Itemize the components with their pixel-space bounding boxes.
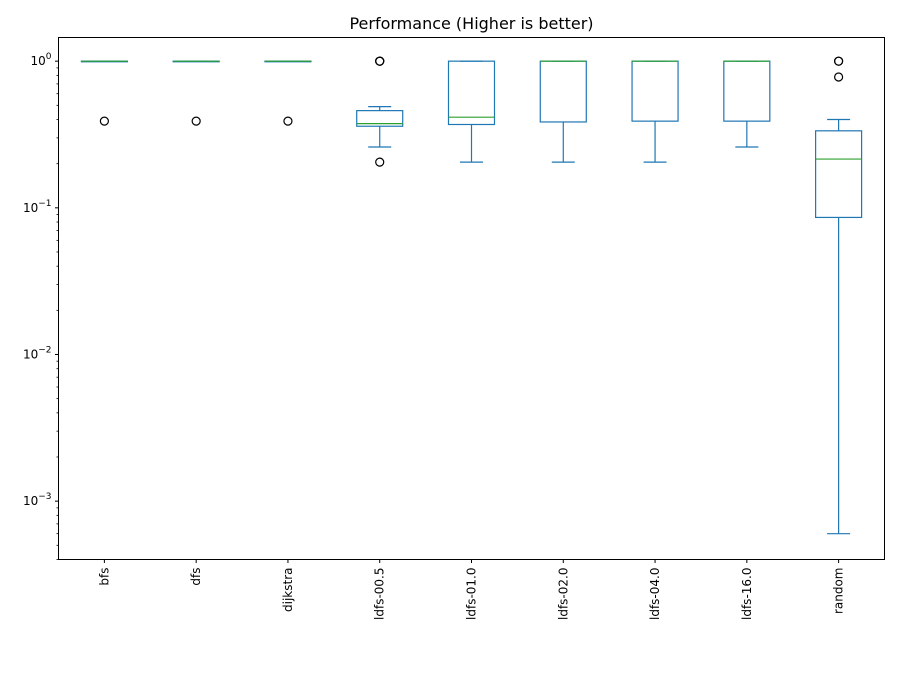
axes-frame	[58, 37, 885, 560]
box-iqr	[447, 60, 496, 126]
y-tick-label: 10−2	[23, 345, 52, 361]
x-tick-label: ldfs-00.5	[373, 568, 387, 620]
outlier-point	[191, 116, 201, 126]
y-tick-label: 10−1	[23, 199, 52, 215]
y-axis: 100 10−1 10−2 10−3	[23, 52, 59, 560]
y-tick-label: 100	[30, 52, 51, 68]
x-axis: bfs dfs dijkstra ldfs-00.5 ldfs-01.0 ldfs-02.…	[97, 559, 846, 620]
x-tick-label: ldfs-16.0	[740, 568, 754, 620]
x-tick-label: random	[832, 568, 846, 615]
outlier-point	[99, 116, 109, 126]
outlier-point	[375, 56, 385, 66]
box-dijkstra	[264, 60, 312, 126]
x-tick-label: bfs	[97, 568, 111, 586]
box-iqr	[723, 60, 771, 122]
box-bfs	[80, 60, 128, 126]
y-tick-label: 10−3	[23, 492, 52, 508]
x-tick-label: ldfs-02.0	[556, 568, 570, 620]
outlier-point	[283, 116, 293, 126]
box-ldfs-01.0	[447, 60, 496, 163]
box-iqr	[631, 60, 679, 122]
plot-area	[80, 56, 863, 535]
box-ldfs-16.0	[723, 60, 771, 148]
outlier-point	[834, 72, 844, 82]
box-ldfs-02.0	[539, 60, 587, 163]
box-ldfs-04.0	[631, 60, 679, 163]
box-iqr	[356, 110, 404, 127]
outlier-point	[375, 157, 385, 167]
box-iqr	[539, 60, 587, 123]
x-tick-label: dijkstra	[281, 568, 295, 612]
box-random	[815, 56, 863, 535]
box-iqr	[815, 130, 863, 219]
x-tick-label: dfs	[189, 568, 203, 586]
x-tick-label: ldfs-04.0	[648, 568, 662, 620]
x-tick-label: ldfs-01.0	[465, 568, 479, 620]
chart-title: Performance (Higher is better)	[349, 14, 593, 33]
outlier-point	[834, 56, 844, 66]
box-dfs	[172, 60, 220, 126]
box-ldfs-00.5	[356, 56, 404, 167]
